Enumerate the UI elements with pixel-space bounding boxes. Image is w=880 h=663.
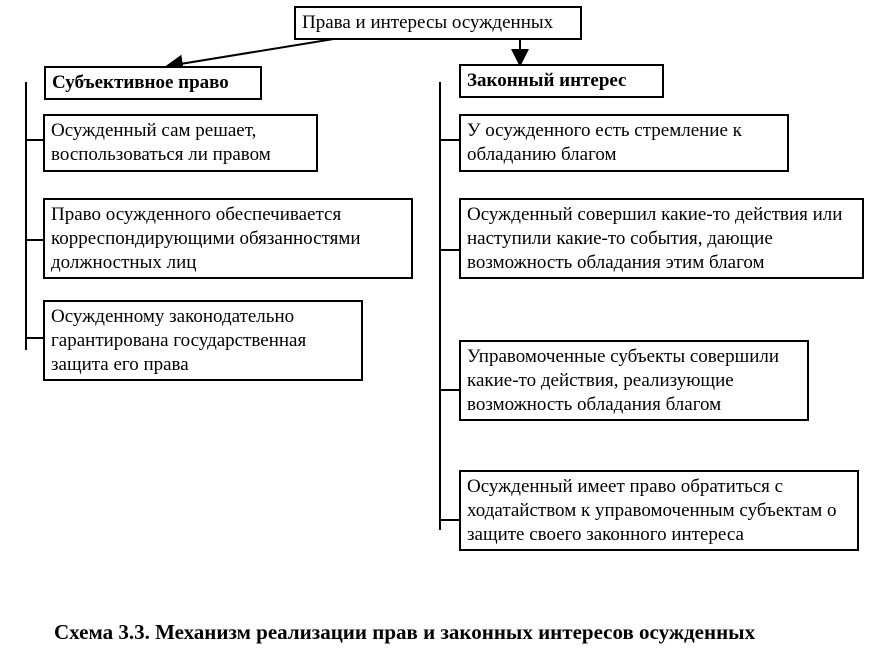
right-item-1: У осужденного есть стремление к обладани… bbox=[459, 114, 789, 172]
right-item-4: Осужденный имеет право обратиться с хода… bbox=[459, 470, 859, 551]
left-item-2: Право осужденного обеспечивается корресп… bbox=[43, 198, 413, 279]
right-item-2: Осужденный совершил какие-то действия ил… bbox=[459, 198, 864, 279]
right-item-3: Управомоченные субъекты совершили какие-… bbox=[459, 340, 809, 421]
left-item-3: Осужденному законодательно гарантирована… bbox=[43, 300, 363, 381]
root-node: Права и интересы осужденных bbox=[294, 6, 582, 40]
left-item-1: Осужденный сам решает, воспользоваться л… bbox=[43, 114, 318, 172]
left-header: Субъективное право bbox=[44, 66, 262, 100]
right-header: Законный интерес bbox=[459, 64, 664, 98]
caption: Схема 3.3. Механизм реализации прав и за… bbox=[54, 620, 854, 645]
diagram-stage: Права и интересы осужденных Субъективное… bbox=[0, 0, 880, 663]
